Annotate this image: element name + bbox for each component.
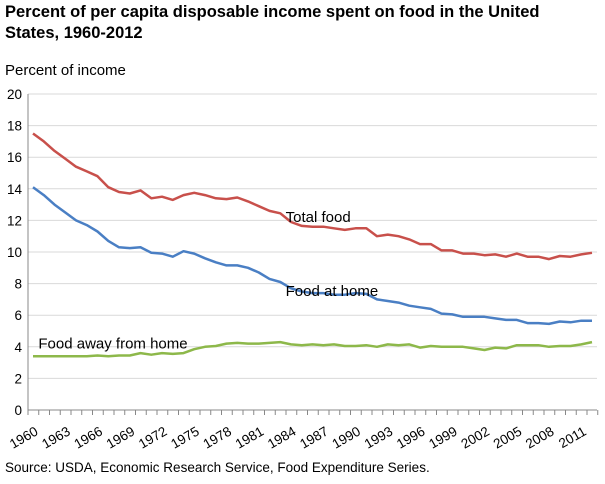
y-tick-label: 16 <box>7 150 22 165</box>
x-tick-label: 2008 <box>523 424 557 452</box>
x-tick-label: 1966 <box>71 424 105 452</box>
series-label: Total food <box>286 209 351 226</box>
y-tick-label: 8 <box>14 277 22 292</box>
x-tick-label: 1978 <box>200 424 234 452</box>
y-axis-label: Percent of income <box>5 62 126 79</box>
x-tick-label: 1990 <box>329 424 363 452</box>
x-tick-label: 1996 <box>394 424 428 452</box>
series-line-food-away-from-home <box>33 340 593 358</box>
y-tick-label: 0 <box>14 403 22 418</box>
y-tick-label: 2 <box>14 371 22 386</box>
y-tick-label: 12 <box>7 213 22 228</box>
y-tick-label: 20 <box>7 87 22 102</box>
source-note: Source: USDA, Economic Research Service,… <box>5 460 430 475</box>
series-label: Food away from home <box>38 335 187 352</box>
y-tick-label: 10 <box>7 245 22 260</box>
series-line-food-at-home <box>32 186 592 326</box>
x-tick-label: 1960 <box>7 424 41 452</box>
series-label: Food at home <box>286 283 379 300</box>
y-tick-label: 18 <box>7 119 22 134</box>
series-line-total-food <box>32 132 593 261</box>
x-tick-label: 1987 <box>297 424 331 452</box>
x-tick-label: 1981 <box>233 424 267 452</box>
y-tick-label: 6 <box>14 308 22 323</box>
y-tick-label: 14 <box>7 182 23 197</box>
x-tick-label: 1969 <box>104 424 138 452</box>
x-tick-label: 1984 <box>265 423 299 451</box>
x-tick-label: 1975 <box>168 424 202 452</box>
x-tick-label: 2002 <box>458 424 492 452</box>
x-tick-label: 2011 <box>556 424 589 452</box>
x-tick-label: 1972 <box>136 424 170 452</box>
x-tick-label: 2005 <box>491 424 525 452</box>
chart-title: Percent of per capita disposable income … <box>5 3 540 42</box>
y-tick-label: 4 <box>14 340 22 355</box>
x-tick-label: 1999 <box>426 424 460 452</box>
x-tick-label: 1963 <box>39 424 73 452</box>
x-tick-label: 1993 <box>362 424 396 452</box>
